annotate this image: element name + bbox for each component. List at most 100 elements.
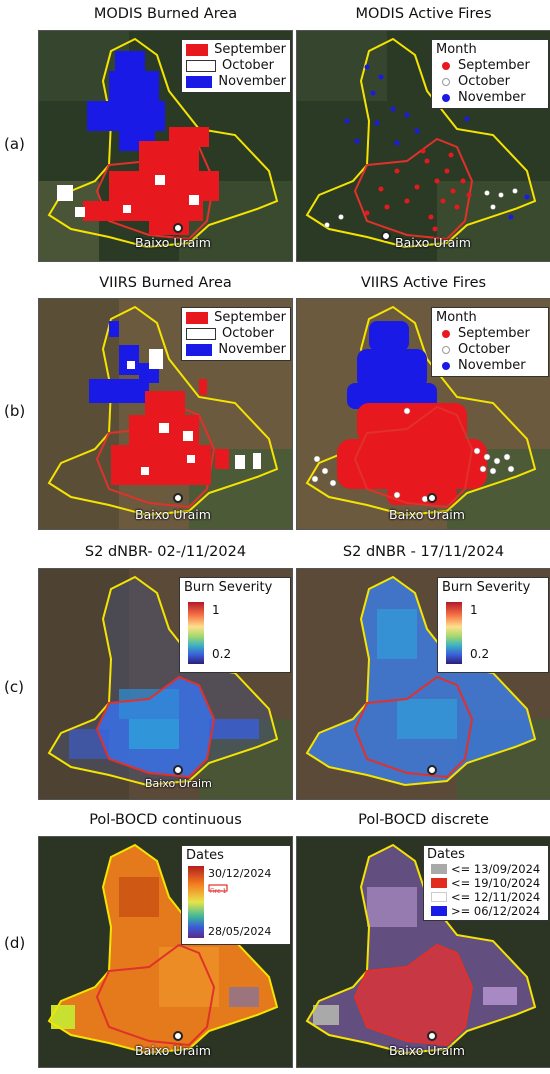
legend-item-september: September: [186, 310, 286, 326]
november-swatch: [186, 76, 213, 88]
september-dot-icon: [442, 330, 450, 338]
white-swatch: [431, 892, 447, 902]
fires-september: [364, 148, 472, 232]
burned-october: [127, 349, 261, 469]
red-swatch: [431, 878, 447, 888]
legend-item-date-3: <= 12/11/2024: [427, 890, 545, 904]
location-pin: [173, 765, 183, 775]
fires-november: [347, 321, 437, 409]
study-area-boundary: [47, 305, 279, 517]
november-dot-icon: [442, 94, 450, 102]
fire-perimeter: [353, 943, 474, 1047]
legend-burn-severity-a: Burn Severity 1 0.2: [179, 577, 291, 673]
fire-outline-icon: [208, 884, 228, 892]
gray-swatch: [431, 864, 447, 874]
fires-november: [344, 64, 530, 220]
legend-item-date-4: >= 06/12/2024: [427, 904, 545, 918]
colorbar-max: 30/12/2024: [208, 867, 272, 880]
fire-perimeter: [353, 405, 474, 509]
legend-item-november: November: [186, 342, 286, 358]
study-area-boundary: [47, 37, 279, 249]
location-pin: [427, 1031, 437, 1041]
location-pin: [427, 765, 437, 775]
place-label: Baixo Uraim: [395, 235, 471, 250]
november-dot-icon: [442, 362, 450, 370]
panel-title-viirs-active-fires: VIIRS Active Fires: [360, 275, 487, 291]
location-pin: [381, 231, 391, 241]
map-modis-burned-area: September October November Baixo Uraim: [38, 30, 293, 262]
row-label-a: (a): [4, 135, 25, 153]
fires-september: [337, 403, 487, 505]
legend-item-november: November: [436, 358, 544, 374]
colorbar-min: 28/05/2024: [208, 925, 272, 938]
legend-item-september: September: [186, 42, 286, 58]
colorbar-spectral: [188, 602, 204, 664]
map-s2-dnbr-a: Burn Severity 1 0.2 Baixo Uraim: [38, 568, 293, 800]
fire-perimeter: [95, 943, 216, 1047]
blue-swatch: [431, 906, 447, 916]
location-pin: [173, 493, 183, 503]
map-viirs-active-fires: Month September October November Baixo U…: [296, 298, 550, 530]
study-area-boundary: [47, 843, 279, 1055]
location-pin: [173, 1031, 183, 1041]
colorbar-min: 0.2: [470, 647, 490, 661]
map-pol-bocd-discrete: Dates <= 13/09/2024 <= 19/10/2024 <= 12/…: [296, 836, 550, 1068]
fire-perimeter: [353, 675, 474, 779]
fire-marker: Fire 1: [208, 884, 228, 900]
legend-item-september: September: [436, 58, 544, 74]
map-s2-dnbr-b: Burn Severity 1 0.2: [296, 568, 550, 800]
legend-item-october: October: [436, 342, 544, 358]
burned-october: [57, 175, 199, 217]
september-swatch: [186, 44, 209, 56]
location-pin: [427, 493, 437, 503]
place-label: Baixo Uraim: [389, 1043, 465, 1058]
legend-viirs-active-fires: Month September October November: [431, 307, 549, 377]
november-swatch: [186, 344, 213, 356]
row-label-b: (b): [4, 402, 26, 420]
map-modis-active-fires: Month September October November Baixo U…: [296, 30, 550, 262]
legend-title: Burn Severity: [442, 580, 531, 595]
place-label: Baixo Uraim: [135, 507, 211, 522]
legend-dates-continuous: Dates 30/12/2024 Fire 1 28/05/2024: [181, 845, 291, 945]
october-swatch: [186, 60, 216, 72]
location-pin: [173, 223, 183, 233]
legend-item-november: November: [186, 74, 286, 90]
legend-item-date-2: <= 19/10/2024: [427, 876, 545, 890]
place-label: Baixo Uraim: [135, 235, 211, 250]
panel-title-pol-bocd-continuous: Pol-BOCD continuous: [89, 812, 242, 828]
place-label: Baixo Uraim: [145, 777, 212, 790]
colorbar-dates: [188, 866, 204, 938]
legend-dates-discrete: Dates <= 13/09/2024 <= 19/10/2024 <= 12/…: [423, 845, 549, 921]
legend-modis-burned-area: September October November: [181, 39, 291, 93]
legend-burn-severity-b: Burn Severity 1 0.2: [437, 577, 549, 673]
colorbar-min: 0.2: [212, 647, 232, 661]
legend-item-october: October: [186, 58, 286, 74]
legend-title: Dates: [186, 848, 224, 863]
panel-title-modis-active-fires: MODIS Active Fires: [355, 6, 492, 22]
legend-viirs-burned-area: September October November: [181, 307, 291, 361]
satellite-map-basemap: [297, 299, 550, 529]
october-dot-icon: [442, 78, 450, 86]
september-swatch: [186, 312, 209, 324]
colorbar-max: 1: [212, 603, 220, 617]
fire-perimeter: [353, 137, 474, 241]
legend-title: Dates: [427, 847, 465, 862]
fires-october: [311, 407, 515, 503]
fire-perimeter: [95, 675, 216, 779]
satellite-map-basemap: [39, 569, 292, 799]
panel-title-s2-dnbr-a: S2 dNBR- 02-/11/2024: [84, 544, 247, 560]
panel-title-viirs-burned-area: VIIRS Burned Area: [99, 275, 232, 291]
panel-title-modis-burned-area: MODIS Burned Area: [93, 6, 238, 22]
legend-modis-active-fires: Month September October November: [431, 39, 549, 109]
burned-october-inner: [141, 423, 195, 475]
october-dot-icon: [442, 346, 450, 354]
legend-title: Month: [436, 42, 477, 57]
panel-title-s2-dnbr-b: S2 dNBR - 17/11/2024: [342, 544, 505, 560]
map-pol-bocd-continuous: Dates 30/12/2024 Fire 1 28/05/2024 Baixo…: [38, 836, 293, 1068]
colorbar-max: 1: [470, 603, 478, 617]
colorbar-spectral: [446, 602, 462, 664]
september-dot-icon: [442, 62, 450, 70]
fires-october: [324, 188, 518, 228]
legend-item-october: October: [186, 326, 286, 342]
place-label: Baixo Uraim: [135, 1043, 211, 1058]
